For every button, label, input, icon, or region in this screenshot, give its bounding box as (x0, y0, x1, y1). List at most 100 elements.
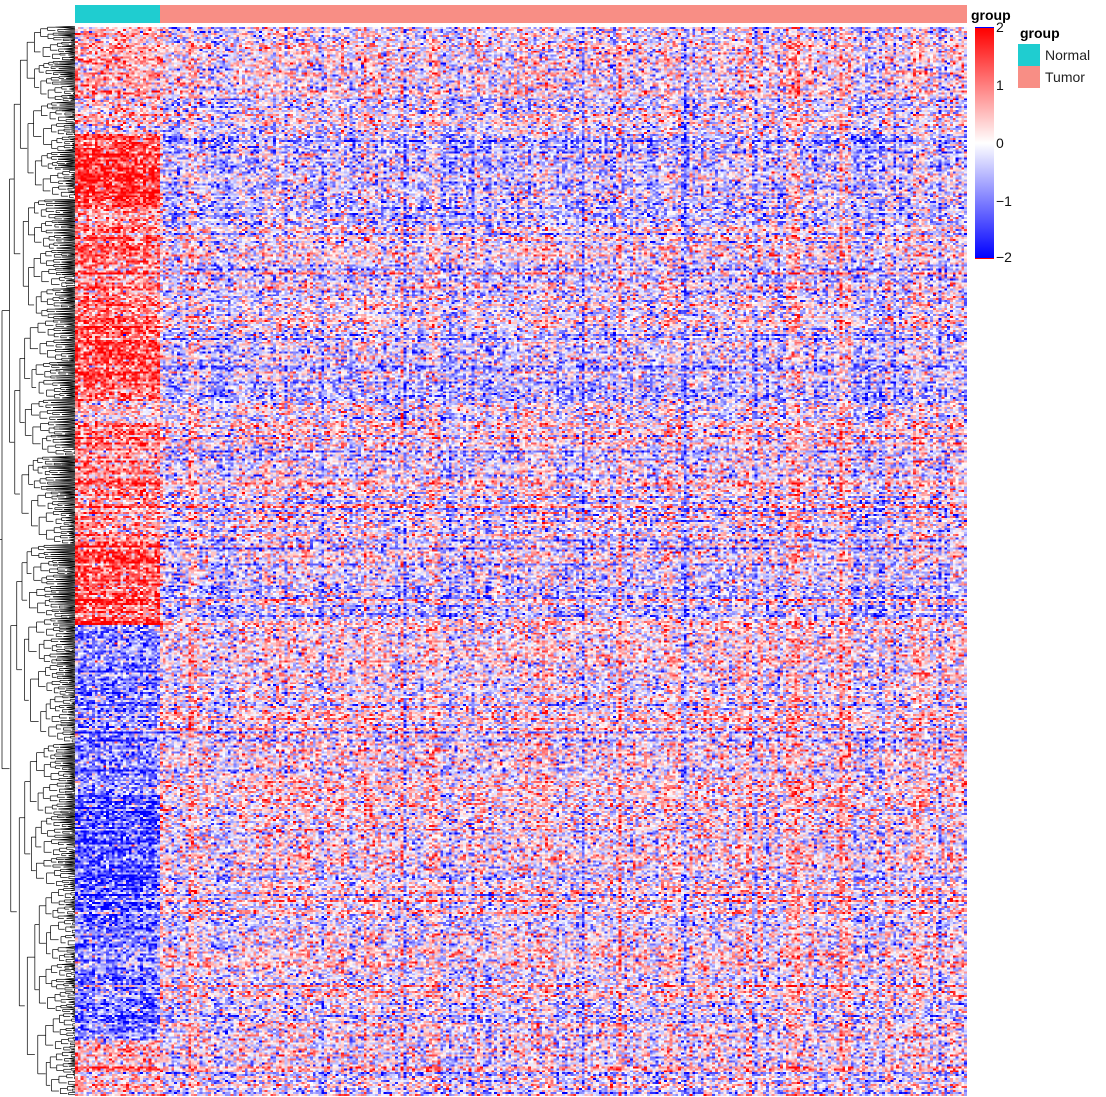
dendrogram-branch (61, 110, 75, 113)
dendrogram-branch (58, 332, 75, 335)
dendrogram-branch (70, 542, 75, 544)
dendrogram-branch (63, 48, 75, 51)
dendrogram-branch (57, 620, 75, 623)
dendrogram-branch (68, 539, 75, 542)
dendrogram-branch (69, 901, 75, 904)
dendrogram-branch (61, 414, 75, 416)
dendrogram-branch (58, 808, 75, 811)
dendrogram-branch (58, 576, 75, 579)
dendrogram-branch (57, 560, 75, 562)
dendrogram-branch (72, 1074, 75, 1076)
dendrogram-branch (67, 826, 75, 828)
dendrogram-branch (66, 796, 75, 799)
dendrogram-branch (73, 93, 75, 95)
dendrogram-branch (65, 116, 75, 119)
annotation-bar-tumor (160, 5, 967, 23)
dendrogram-branch (63, 668, 75, 670)
dendrogram-branch (52, 460, 75, 463)
dendrogram-branch (68, 1001, 75, 1004)
dendrogram-branch (60, 444, 75, 447)
dendrogram-branch (54, 308, 75, 311)
dendrogram-branch (65, 567, 75, 570)
dendrogram-branch (69, 1058, 75, 1061)
dendrogram-branch (60, 339, 75, 342)
dendrogram-branch (65, 517, 75, 519)
dendrogram-branch (71, 969, 75, 971)
dendrogram-branch (56, 653, 75, 656)
dendrogram-branch (53, 407, 75, 409)
dendrogram-branch (70, 727, 75, 730)
dendrogram-branch (61, 391, 75, 393)
dendrogram-branch (51, 474, 75, 476)
dendrogram-branch (55, 424, 75, 427)
dendrogram-branch (65, 947, 75, 949)
dendrogram-branch (56, 758, 75, 760)
dendrogram-branch (62, 431, 75, 434)
dendrogram-branch (72, 1016, 75, 1018)
dendrogram-branch (60, 641, 75, 643)
dendrogram-branch (61, 261, 75, 264)
dendrogram-branch (69, 776, 75, 778)
legend-label-tumor: Tumor (1045, 69, 1085, 85)
dendrogram-branch (63, 636, 75, 638)
dendrogram-branch (56, 156, 75, 158)
dendrogram-branch (67, 780, 75, 783)
dendrogram-branch (71, 1028, 75, 1030)
dendrogram-branch (60, 384, 75, 387)
dendrogram-branch (66, 714, 75, 716)
dendrogram-branch (71, 985, 75, 988)
dendrogram-branch (53, 477, 75, 479)
dendrogram-branch (57, 470, 75, 472)
dendrogram-branch (69, 811, 75, 814)
dendrogram-branch (59, 744, 75, 746)
dendrogram-branch (68, 355, 75, 358)
dendrogram-branch (65, 51, 75, 53)
dendrogram-branch (67, 711, 75, 714)
dendrogram-branch (66, 86, 75, 88)
dendrogram-branch (62, 344, 75, 347)
dendrogram-branch (62, 836, 75, 839)
dendrogram-branch (70, 991, 75, 993)
dendrogram-branch (63, 664, 75, 666)
dendrogram-branch (54, 601, 75, 603)
dendrogram-branch (64, 782, 75, 785)
dendrogram-branch (67, 535, 75, 537)
dendrogram-branch (61, 755, 75, 758)
dendrogram-branch (63, 771, 75, 773)
dendrogram-branch (54, 214, 75, 216)
dendrogram-branch (57, 501, 75, 503)
dendrogram-branch (59, 302, 75, 305)
dendrogram-branch (60, 441, 75, 444)
dendrogram-branch (63, 323, 75, 326)
dendrogram-branch (52, 229, 75, 232)
dendrogram-branch (69, 733, 75, 736)
dendrogram-branch (56, 662, 75, 665)
dendrogram-branch (66, 525, 75, 528)
legend-swatch-tumor (1018, 66, 1040, 88)
dendrogram-branch (60, 74, 75, 76)
colorbar-tick-1: 1 (996, 77, 1004, 93)
dendrogram-branch (64, 607, 75, 610)
dendrogram-branch (59, 264, 75, 266)
dendrogram-branch (53, 313, 75, 316)
dendrogram-branch (71, 908, 75, 911)
dendrogram-branch (67, 191, 75, 194)
dendrogram-branch (51, 409, 75, 412)
dendrogram-branch (49, 456, 75, 459)
dendrogram-branch (58, 498, 75, 501)
dendrogram-branch (67, 873, 75, 875)
dendrogram-branch (72, 961, 75, 964)
dendrogram-branch (63, 369, 75, 372)
dendrogram-branch (73, 119, 75, 121)
row-dendrogram (0, 26, 75, 1096)
dendrogram-branch (71, 174, 75, 177)
dendrogram-branch (57, 583, 75, 586)
dendrogram-branch (69, 851, 75, 853)
dendrogram-branch (70, 920, 75, 922)
dendrogram-branch (61, 644, 75, 646)
dendrogram-branch (66, 531, 75, 534)
dendrogram-branch (71, 147, 75, 149)
dendrogram-branch (53, 232, 75, 235)
colorbar-tick-minus-2: −2 (996, 249, 1012, 265)
dendrogram-branch (68, 884, 75, 886)
